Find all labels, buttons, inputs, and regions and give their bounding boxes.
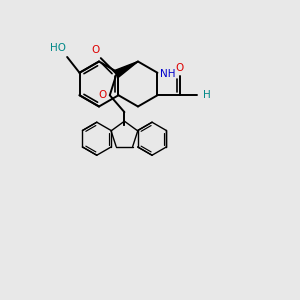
Text: O: O [176,63,184,73]
Text: O: O [91,45,99,55]
Text: NH: NH [160,69,176,79]
Polygon shape [115,61,138,77]
Text: H: H [203,90,211,100]
Text: O: O [98,90,106,100]
Text: HO: HO [50,44,66,53]
